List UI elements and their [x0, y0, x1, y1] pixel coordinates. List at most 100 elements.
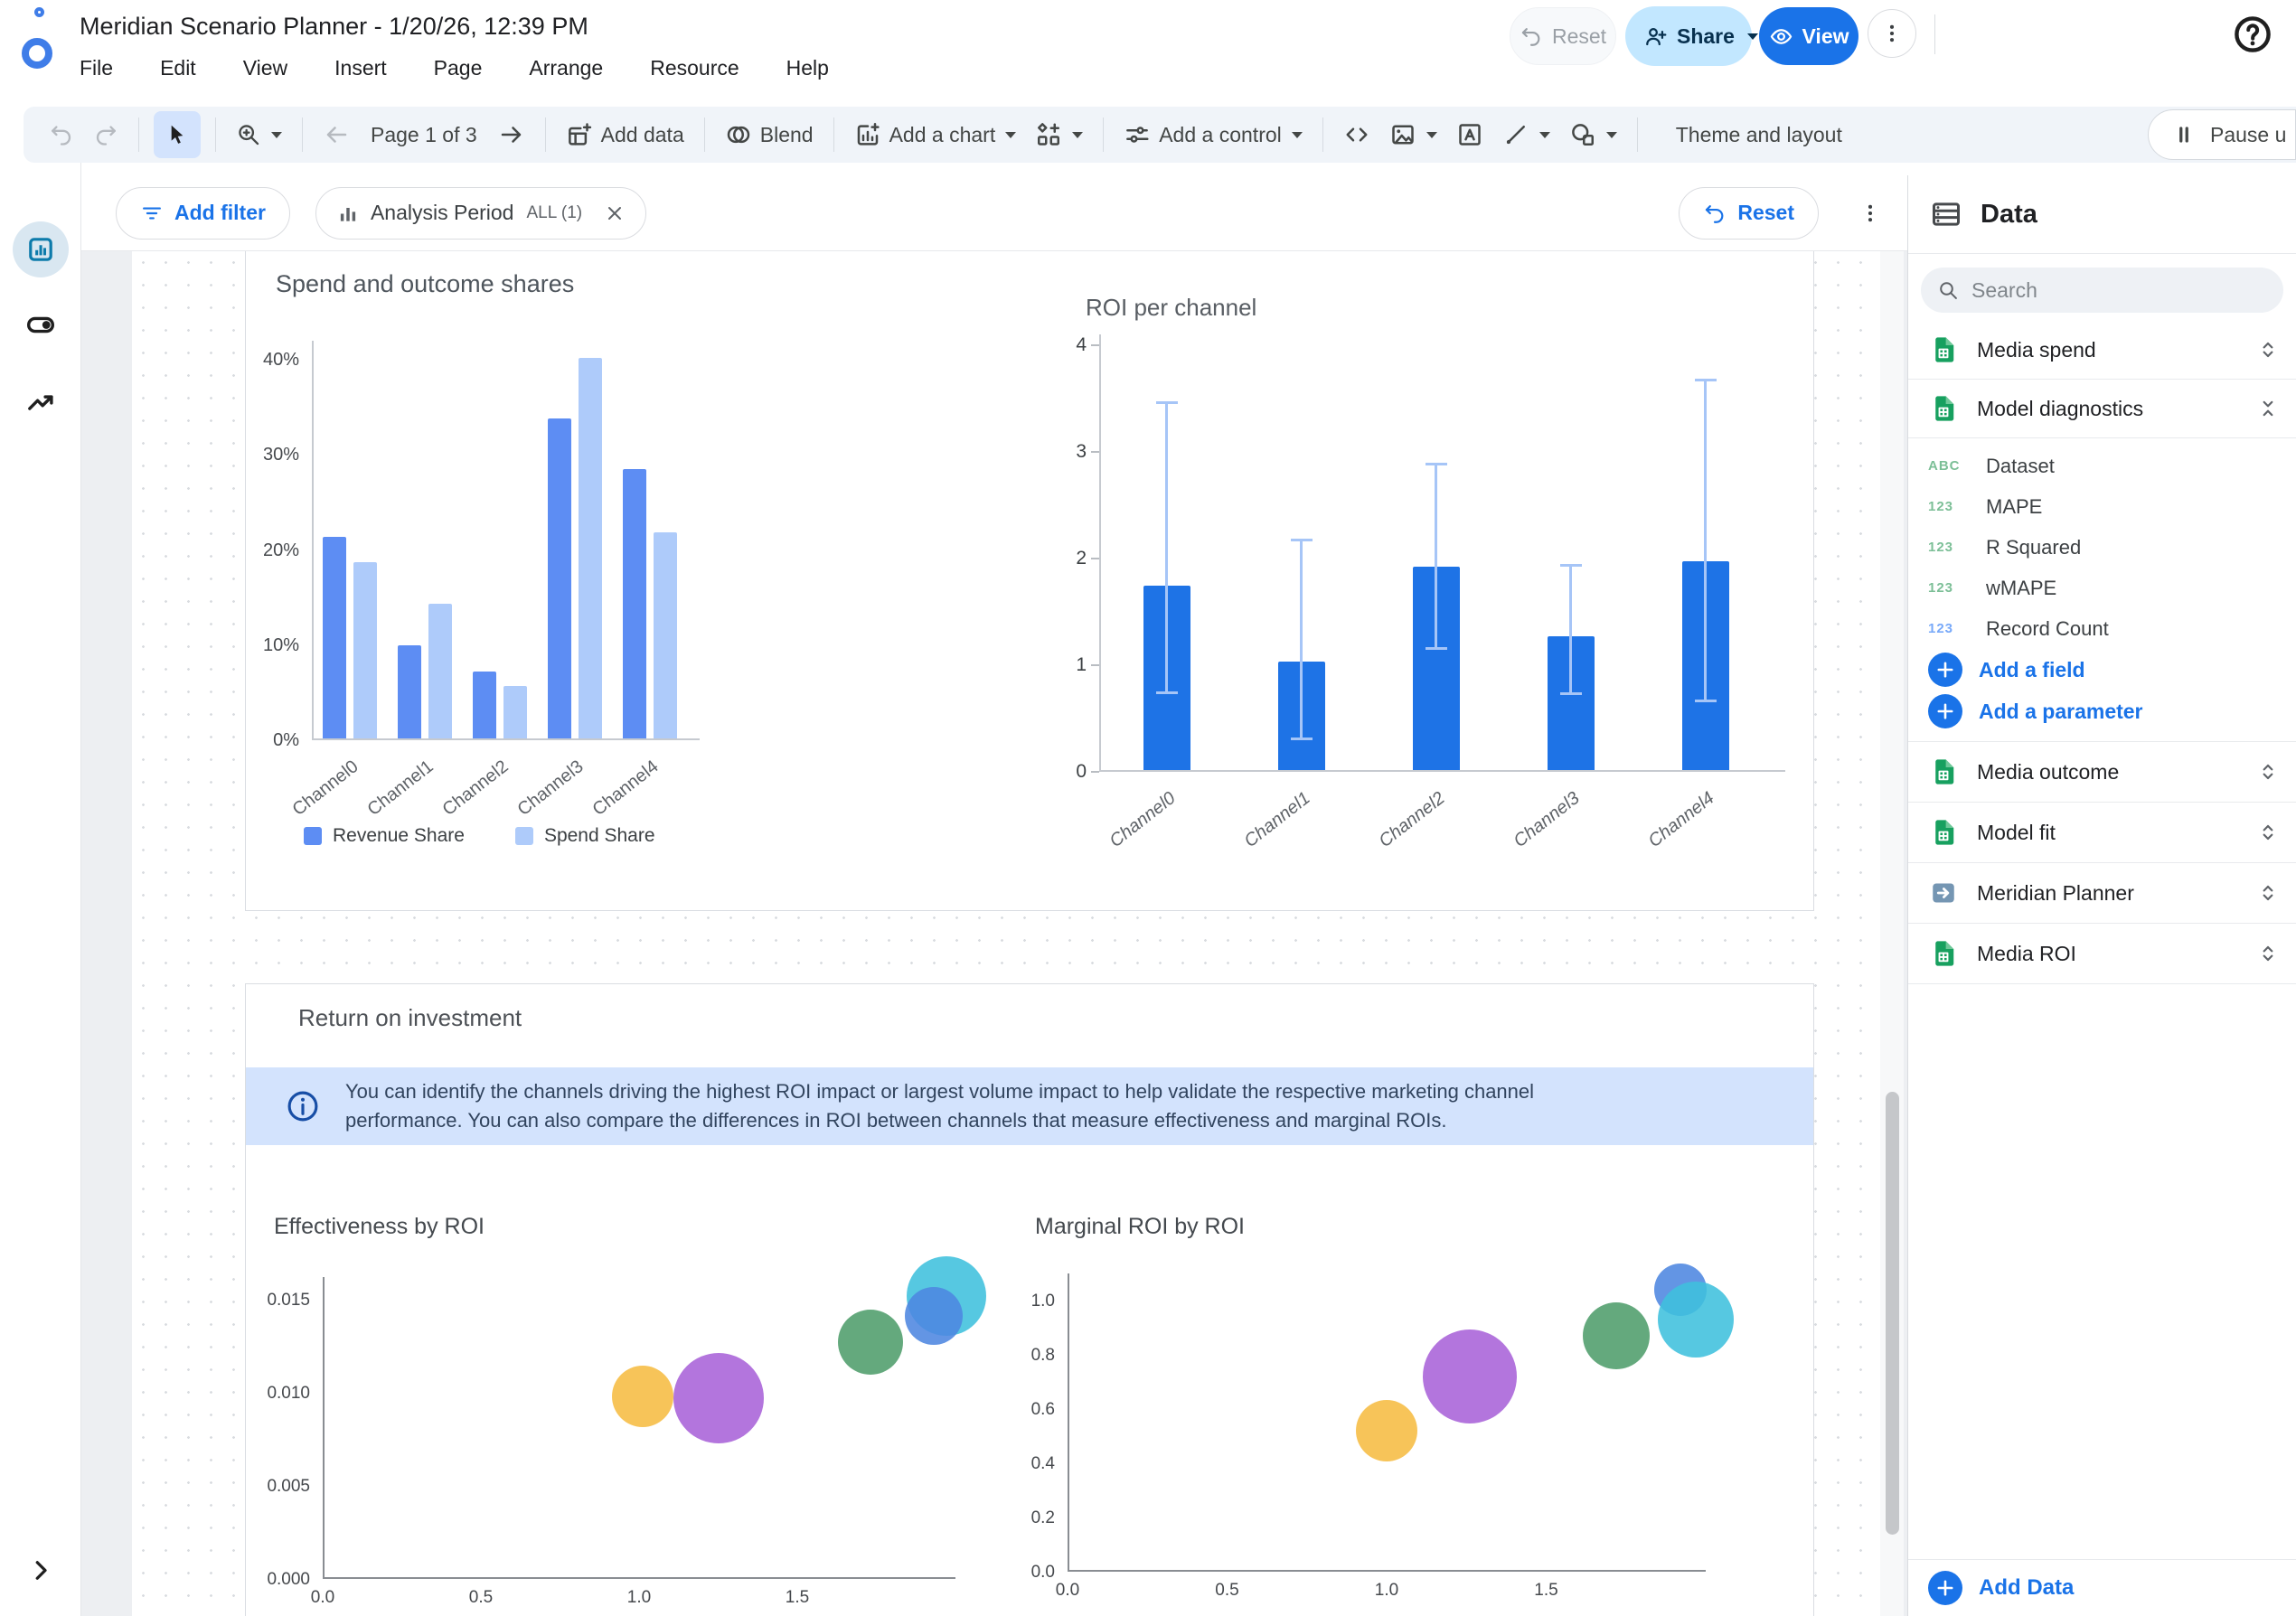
unfold-more-icon[interactable] [2256, 942, 2280, 965]
menu-insert[interactable]: Insert [334, 56, 387, 80]
unfold-less-icon[interactable] [2256, 397, 2280, 420]
add-control-button[interactable]: Add a control [1118, 116, 1308, 154]
chart-roi-per-channel[interactable]: ROI per channel 0 1 2 3 4 Channel0 Channel1 Cha… [246, 251, 1813, 910]
bar [397, 644, 421, 738]
insert-line-button[interactable] [1497, 116, 1556, 154]
field-type-badge: 123 [1928, 580, 1954, 596]
plot-area: 0 1 2 3 4 Channel0 Channel1 Channel2 Channel3 Cha… [1076, 334, 1785, 851]
filter-bar-more-button[interactable] [1858, 202, 1882, 225]
field-row-mape[interactable]: 123 MAPE [1908, 486, 2296, 527]
source-row-model-fit[interactable]: Model fit [1908, 803, 2296, 862]
community-visualizations-button[interactable] [1030, 116, 1088, 154]
add-a-field-button[interactable]: Add a field [1908, 649, 2296, 691]
error-bar-line [1165, 403, 1168, 694]
report-view-tab[interactable] [12, 221, 69, 277]
canvas-scrollbar-thumb[interactable] [1886, 1092, 1899, 1535]
bar [1547, 636, 1595, 770]
x-tick-label: 1.5 [1534, 1581, 1558, 1600]
close-icon[interactable] [604, 202, 626, 224]
add-filter-button[interactable]: Add filter [116, 186, 290, 240]
expand-rail-button[interactable] [27, 1557, 54, 1589]
search-input[interactable] [1971, 277, 2243, 303]
y-tick-label: 40% [262, 350, 299, 371]
menu-file[interactable]: File [80, 56, 114, 80]
header-more-button[interactable] [1868, 9, 1916, 58]
bar [1143, 585, 1190, 770]
share-dropdown-button[interactable] [1746, 33, 1758, 40]
legend-swatch [304, 827, 322, 845]
insert-shape-button[interactable] [1564, 116, 1623, 154]
view-button[interactable]: View [1759, 7, 1858, 65]
embed-code-button[interactable] [1338, 116, 1376, 154]
error-bar-line [1569, 567, 1572, 696]
error-bar-line [1300, 541, 1303, 740]
add-control-icon [1124, 121, 1151, 148]
source-row-media-outcome[interactable]: Media outcome [1908, 742, 2296, 802]
menu-help[interactable]: Help [786, 56, 829, 80]
source-row-media-roi[interactable]: Media ROI [1908, 924, 2296, 983]
insert-text-button[interactable] [1451, 116, 1489, 154]
return-on-investment-card[interactable]: Return on investment You can identify th… [245, 983, 1814, 1616]
share-button[interactable]: Share [1625, 6, 1758, 66]
bar [622, 469, 646, 738]
error-bar-cap [1694, 378, 1717, 381]
menu-edit[interactable]: Edit [160, 56, 196, 80]
report-title[interactable]: Meridian Scenario Planner - 1/20/26, 12:… [80, 13, 588, 40]
looker-studio-logo [14, 7, 69, 70]
menu-view[interactable]: View [242, 56, 288, 80]
insert-image-button[interactable] [1384, 116, 1443, 154]
analysis-period-filter-chip[interactable]: Analysis Period ALL (1) [315, 186, 647, 240]
redo-button[interactable] [88, 117, 124, 153]
theme-and-layout-button[interactable]: Theme and layout [1675, 122, 1842, 146]
select-tool-button[interactable] [154, 111, 201, 158]
toolbar-divider [215, 117, 216, 152]
field-row-r-squared[interactable]: 123 R Squared [1908, 527, 2296, 568]
field-row-record-count[interactable]: 123 Record Count [1908, 608, 2296, 649]
header-reset-button[interactable]: Reset [1510, 7, 1616, 65]
controls-tab[interactable] [25, 310, 56, 345]
charts-card-top[interactable]: Spend and outcome shares 0% 10% 20% 30% 40% C… [245, 251, 1814, 911]
source-row-meridian-planner[interactable]: Meridian Planner [1908, 863, 2296, 923]
unfold-more-icon[interactable] [2256, 760, 2280, 784]
bar [1681, 560, 1729, 770]
help-icon[interactable] [2233, 14, 2272, 54]
zoom-tool-button[interactable] [231, 117, 287, 153]
field-row-wmape[interactable]: 123 wMAPE [1908, 568, 2296, 608]
chart-spend-and-outcome-shares[interactable]: Spend and outcome shares 0% 10% 20% 30% 40% C… [246, 251, 1813, 910]
blend-button[interactable]: Blend [720, 116, 819, 154]
toolbar-divider [1636, 117, 1638, 152]
filter-reset-button[interactable]: Reset [1679, 186, 1819, 240]
info-icon [286, 1089, 320, 1123]
unfold-more-icon[interactable] [2256, 881, 2280, 905]
undo-button[interactable] [43, 117, 80, 153]
source-row-media-spend[interactable]: Media spend [1908, 321, 2296, 379]
unfold-more-icon[interactable] [2256, 338, 2280, 362]
info-banner: You can identify the channels driving th… [246, 1067, 1813, 1145]
source-row-model-diagnostics[interactable]: Model diagnostics [1908, 380, 2296, 437]
menu-arrange[interactable]: Arrange [529, 56, 604, 80]
field-row-dataset[interactable]: ABC Dataset [1908, 446, 2296, 486]
previous-page-button[interactable] [317, 116, 355, 154]
chevron-down-icon [1005, 131, 1017, 138]
unfold-more-icon[interactable] [2256, 821, 2280, 844]
y-tick-label: 30% [262, 445, 299, 465]
add-chart-button[interactable]: Add a chart [849, 116, 1022, 154]
pause-updates-button[interactable]: Pause u [2148, 109, 2296, 160]
trends-tab[interactable] [25, 388, 56, 423]
add-a-parameter-button[interactable]: Add a parameter [1908, 691, 2296, 732]
category-label: Channel4 [1644, 788, 1718, 852]
add-data-label: Add Data [1979, 1575, 2075, 1600]
menu-resource[interactable]: Resource [650, 56, 739, 80]
next-page-button[interactable] [493, 116, 531, 154]
category-label: Channel2 [1375, 788, 1449, 852]
field-name: Record Count [1986, 616, 2109, 640]
plus-icon [1928, 653, 1962, 687]
add-data-bottom-button[interactable]: Add Data [1908, 1560, 2296, 1616]
data-search[interactable] [1921, 268, 2283, 313]
shape-icon [1569, 121, 1596, 148]
bar [653, 531, 677, 738]
line-icon [1502, 121, 1529, 148]
menu-page[interactable]: Page [433, 56, 483, 80]
add-data-button[interactable]: Add data [560, 116, 690, 154]
zoom-in-icon [236, 122, 261, 147]
